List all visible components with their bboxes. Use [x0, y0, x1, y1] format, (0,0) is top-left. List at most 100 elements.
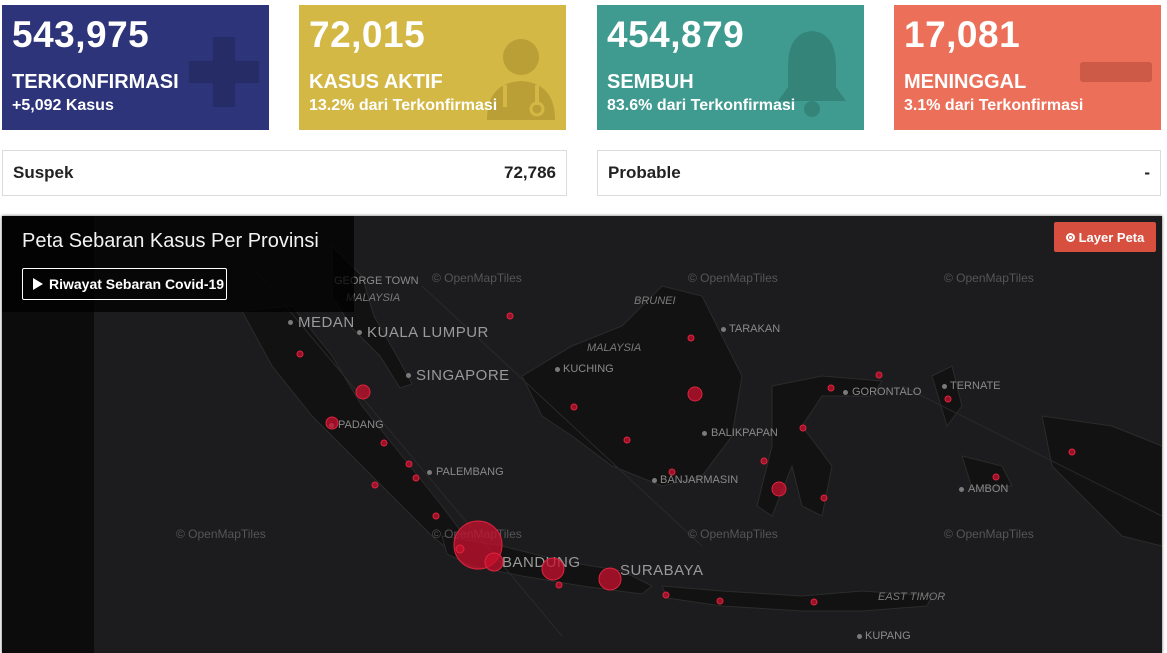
case-marker — [455, 544, 465, 554]
place-georgetown: GEORGE TOWN — [334, 275, 419, 287]
place-balikpapan: BALIKPAPAN — [711, 427, 778, 439]
case-marker — [771, 481, 787, 497]
recovered-sub: 83.6% dari Terkonfirmasi — [607, 97, 796, 114]
probable-value: - — [1144, 163, 1150, 182]
case-marker — [799, 424, 807, 432]
case-map[interactable]: © OpenMapTiles © OpenMapTiles © OpenMapT… — [2, 216, 1162, 653]
case-marker — [541, 557, 565, 581]
case-marker — [760, 457, 768, 465]
confirmed-number: 543,975 — [12, 14, 150, 55]
map-title: Peta Sebaran Kasus Per Provinsi — [22, 230, 319, 252]
case-marker — [555, 581, 563, 589]
case-marker — [506, 312, 514, 320]
place-banjarmasin: BANJARMASIN — [660, 474, 739, 486]
plus-icon — [189, 37, 259, 107]
city-dot — [702, 431, 707, 436]
map-attribution: © OpenMapTiles — [176, 527, 266, 541]
case-marker — [355, 384, 371, 400]
case-marker — [371, 481, 379, 489]
case-marker — [484, 552, 504, 572]
probable-row: Probable - — [597, 150, 1161, 196]
suspek-row: Suspek 72,786 — [2, 150, 567, 196]
city-dot — [357, 330, 362, 335]
city-dot — [959, 487, 964, 492]
case-marker — [380, 439, 388, 447]
place-surabaya: SURABAYA — [620, 562, 704, 579]
case-marker — [992, 473, 1000, 481]
place-kualalumpur: KUALA LUMPUR — [367, 324, 489, 341]
place-singapore: SINGAPORE — [416, 367, 510, 384]
case-marker — [687, 334, 695, 342]
confirmed-sub: +5,092 Kasus — [12, 97, 114, 114]
case-marker — [405, 460, 413, 468]
minus-icon — [1080, 62, 1152, 82]
case-marker — [325, 416, 339, 430]
city-dot — [427, 470, 432, 475]
case-marker — [432, 512, 440, 520]
history-button[interactable]: Riwayat Sebaran Covid-19 — [22, 268, 227, 300]
place-kuching: KUCHING — [563, 363, 614, 375]
case-marker — [668, 468, 676, 476]
bell-icon — [778, 31, 846, 117]
place-ternate: TERNATE — [950, 380, 1001, 392]
case-marker — [296, 350, 304, 358]
case-marker — [875, 371, 883, 379]
city-dot — [721, 327, 726, 332]
active-label: KASUS AKTIF — [309, 71, 443, 93]
place-east-timor: EAST TIMOR — [878, 591, 946, 603]
map-attribution: © OpenMapTiles — [688, 527, 778, 541]
recovered-label: SEMBUH — [607, 71, 694, 93]
place-tarakan: TARAKAN — [729, 323, 781, 335]
case-marker — [1068, 448, 1076, 456]
active-number: 72,015 — [309, 14, 426, 55]
map-attribution: © OpenMapTiles — [688, 271, 778, 285]
confirmed-label: TERKONFIRMASI — [12, 71, 179, 93]
card-recovered: 454,879 SEMBUH 83.6% dari Terkonfirmasi — [597, 5, 864, 130]
place-malaysia-east: MALAYSIA — [587, 342, 642, 354]
place-malaysia-west: MALAYSIA — [346, 292, 401, 304]
card-confirmed: 543,975 TERKONFIRMASI +5,092 Kasus — [2, 5, 269, 130]
case-marker — [662, 591, 670, 599]
probable-label: Probable — [608, 163, 681, 182]
deaths-sub: 3.1% dari Terkonfirmasi — [904, 97, 1084, 114]
case-marker — [623, 436, 631, 444]
place-padang: PADANG — [338, 419, 384, 431]
play-icon — [33, 278, 43, 290]
case-marker — [570, 403, 578, 411]
case-marker — [687, 386, 703, 402]
map-attribution: © OpenMapTiles — [432, 271, 522, 285]
deaths-label: MENINGGAL — [904, 71, 1027, 93]
layer-button-label: Layer Peta — [1078, 229, 1145, 245]
city-dot — [652, 478, 657, 483]
city-dot — [942, 384, 947, 389]
map-header: Peta Sebaran Kasus Per Provinsi Riwayat … — [2, 216, 354, 312]
deaths-number: 17,081 — [904, 14, 1021, 55]
city-dot — [406, 373, 411, 378]
suspek-value: 72,786 — [504, 163, 556, 182]
case-marker — [827, 384, 835, 392]
case-marker — [820, 494, 828, 502]
case-marker — [716, 597, 724, 605]
city-dot — [857, 634, 862, 639]
doctor-icon — [487, 39, 555, 120]
city-dot — [843, 390, 848, 395]
map-attribution: © OpenMapTiles — [944, 527, 1034, 541]
history-button-label: Riwayat Sebaran Covid-19 — [49, 276, 225, 292]
map-attribution: © OpenMapTiles — [944, 271, 1034, 285]
case-marker — [944, 395, 952, 403]
recovered-number: 454,879 — [607, 14, 745, 55]
city-dot — [555, 367, 560, 372]
layer-button[interactable]: Layer Peta — [1054, 222, 1156, 252]
place-gorontalo: GORONTALO — [852, 386, 922, 398]
case-marker — [598, 567, 622, 591]
target-icon — [1065, 232, 1075, 242]
case-marker — [412, 474, 420, 482]
case-marker — [810, 598, 818, 606]
place-brunei: BRUNEI — [634, 295, 676, 307]
place-ambon: AMBON — [968, 483, 1009, 495]
suspek-label: Suspek — [13, 163, 74, 182]
place-palembang: PALEMBANG — [436, 466, 504, 478]
city-dot — [288, 320, 293, 325]
card-active: 72,015 KASUS AKTIF 13.2% dari Terkonfirm… — [299, 5, 566, 130]
case-markers[interactable] — [2, 216, 1162, 653]
